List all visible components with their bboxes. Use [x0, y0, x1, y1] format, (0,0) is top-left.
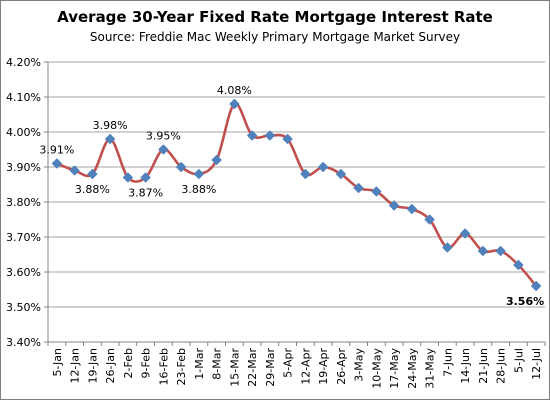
y-tick-label: 3.80% [6, 196, 41, 209]
x-tick-label: 22-Mar [246, 348, 259, 387]
data-label: 3.95% [146, 130, 181, 143]
x-tick-label: 16-Feb [157, 348, 170, 385]
x-tick-label: 19-Apr [317, 348, 330, 385]
x-tick-label: 12-Jan [69, 348, 82, 384]
x-tick-label: 28-Jun [495, 348, 508, 384]
data-point [459, 228, 471, 239]
y-tick-label: 3.60% [6, 266, 41, 279]
chart-title: Average 30-Year Fixed Rate Mortgage Inte… [57, 8, 493, 26]
data-point [246, 130, 258, 141]
series-markers [51, 98, 542, 292]
data-point [317, 161, 329, 173]
x-tick-label: 31-May [424, 348, 437, 389]
x-tick-label: 12-Jul [530, 348, 543, 380]
data-label: 3.88% [181, 183, 216, 196]
data-point [69, 165, 80, 176]
data-label: 4.08% [217, 84, 252, 97]
data-point [424, 214, 435, 225]
data-labels: 3.91% 3.88% 3.98% 3.87% 3.95% 3.88% 4.08% 3.56% [39, 84, 544, 308]
x-tick-label: 5-Jul [512, 348, 525, 373]
data-point [388, 200, 400, 211]
data-point [87, 168, 98, 180]
x-tick-label: 3-May [353, 348, 366, 382]
data-point [282, 133, 293, 145]
x-tick-label: 29-Mar [264, 348, 277, 387]
x-tick-label: 9-Feb [140, 348, 153, 378]
data-point [406, 203, 418, 215]
gridlines [48, 61, 545, 343]
data-point [193, 168, 205, 180]
x-tick-label: 26-Jan [104, 348, 117, 384]
data-point [353, 182, 364, 194]
x-tick-label: 24-May [406, 348, 419, 389]
x-tick-label: 19-Jan [86, 348, 99, 384]
x-tick-label: 7-Jun [441, 348, 454, 377]
x-tick-label: 21-Jun [477, 348, 490, 384]
data-point [495, 245, 506, 257]
data-point [51, 158, 63, 169]
data-point [229, 98, 240, 110]
y-tick-label: 3.90% [6, 161, 41, 174]
data-point [371, 186, 382, 197]
data-point [140, 172, 151, 183]
y-tick-label: 4.00% [6, 126, 41, 139]
x-tick-label: 15-Mar [228, 348, 241, 387]
data-label: 3.56% [506, 295, 544, 308]
data-point [158, 144, 169, 155]
chart-subtitle: Source: Freddie Mac Weekly Primary Mortg… [89, 30, 461, 44]
x-tick-label: 5-Jan [51, 348, 64, 377]
data-label: 3.91% [39, 144, 74, 157]
x-tick-label: 14-Jun [459, 348, 472, 384]
y-axis-tick-labels: 3.40% 3.50% 3.60% 3.70% 3.80% 3.90% 4.00% 4.10%… [6, 56, 41, 349]
x-tick-label: 26-Apr [335, 348, 348, 385]
data-point [211, 154, 222, 166]
x-tick-label: 2-Feb [122, 348, 135, 378]
data-point [104, 133, 116, 145]
data-point [513, 259, 524, 271]
x-tick-label: 5-Apr [282, 348, 295, 378]
data-label: 3.98% [93, 119, 128, 132]
x-tick-label: 17-May [388, 348, 401, 389]
x-tick-label: 10-May [370, 348, 383, 389]
x-tick-label: 1-Mar [193, 348, 206, 380]
y-tick-label: 3.50% [6, 301, 41, 314]
y-tick-label: 4.20% [6, 56, 41, 69]
data-point [477, 245, 489, 257]
data-label: 3.88% [75, 183, 110, 196]
data-point [175, 161, 187, 173]
data-point [442, 242, 453, 253]
data-point [300, 168, 311, 180]
y-tick-label: 3.40% [6, 336, 41, 349]
y-tick-label: 4.10% [6, 91, 41, 104]
data-label: 3.87% [128, 187, 163, 200]
x-tick-label: 12-Apr [299, 348, 312, 385]
x-tick-label: 8-Mar [211, 348, 224, 380]
series-line-layer [56, 102, 538, 287]
series-line [56, 102, 538, 287]
x-axis-tick-labels: 5-Jan 12-Jan 19-Jan 26-Jan 2-Feb 9-Feb 16-Feb 2… [51, 348, 543, 389]
data-point [264, 130, 276, 141]
x-tick-label: 23-Feb [175, 348, 188, 385]
axes [44, 61, 546, 346]
data-point [530, 280, 542, 292]
data-point [335, 168, 347, 180]
y-tick-label: 3.70% [6, 231, 41, 244]
data-point [122, 172, 134, 183]
